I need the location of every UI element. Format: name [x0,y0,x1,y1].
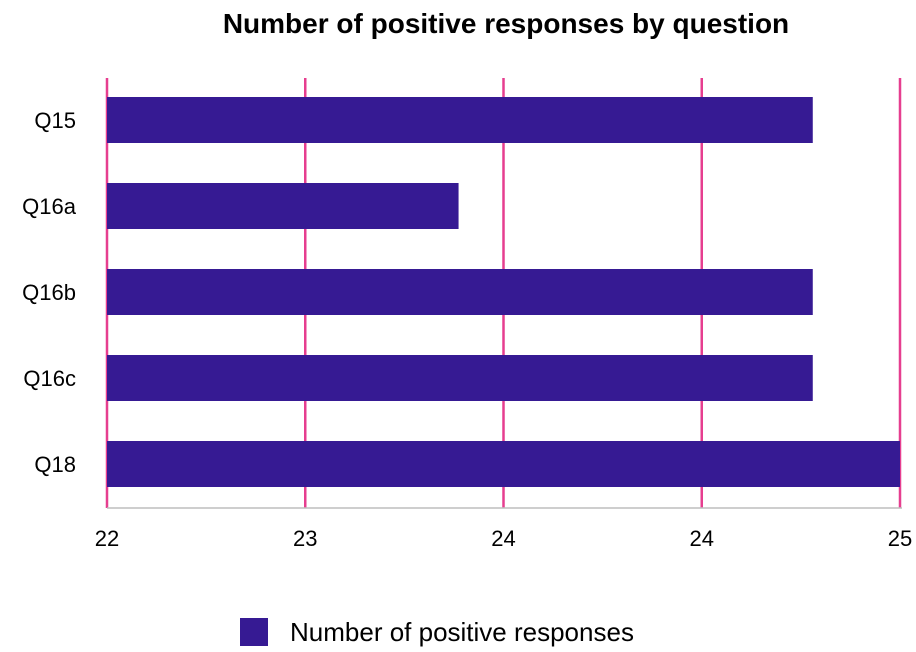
x-tick-label: 23 [293,526,317,551]
category-axis: Q15 Q16a Q16b Q16c Q18 [22,108,77,477]
bar [107,269,813,315]
legend-swatch [240,618,268,646]
chart-title: Number of positive responses by question [222,8,790,39]
legend-label: Number of positive responses [290,616,634,647]
category-label: Q16b [22,280,76,305]
bar [107,97,813,143]
category-label: Q16a [22,194,77,219]
category-label: Q15 [34,108,76,133]
x-axis: 22 23 24 24 25 [95,507,912,551]
x-tick-label: 24 [491,526,515,551]
x-tick-label: 22 [95,526,119,551]
x-tick-label: 25 [888,526,912,551]
bar [107,441,900,487]
category-label: Q18 [34,452,76,477]
x-tick-label: 24 [690,526,714,551]
category-label: Q16c [23,366,76,391]
bar [107,183,459,229]
bars [107,97,900,487]
legend: Number of positive responses [240,612,634,652]
bar [107,355,813,401]
